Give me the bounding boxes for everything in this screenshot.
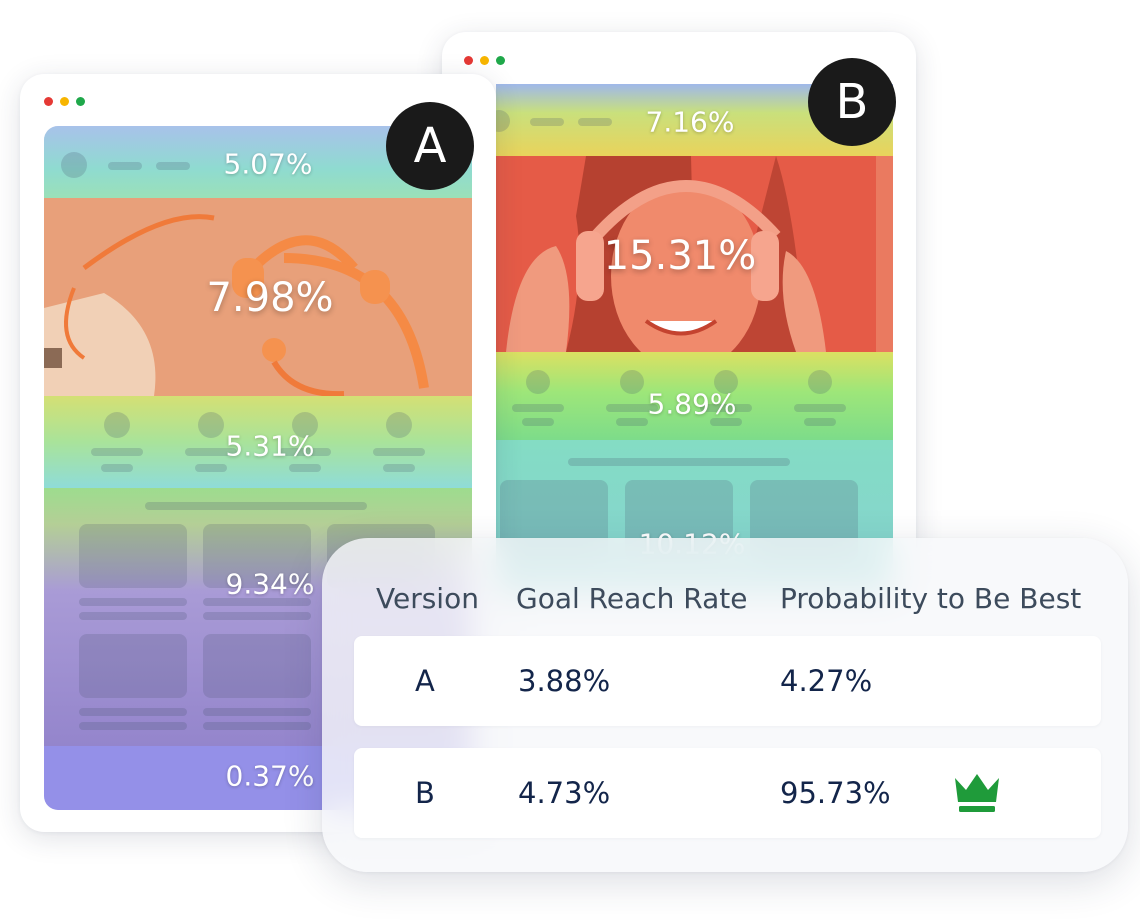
table-row-a: A 3.88% 4.27%	[354, 636, 1101, 726]
heatmap-zone-features: 5.89%	[496, 352, 893, 440]
zone-rate: 5.31%	[225, 429, 315, 463]
results-table: Version Goal Reach Rate Probability to B…	[322, 538, 1128, 872]
text-placeholder	[289, 464, 321, 472]
zone-rate: 7.98%	[206, 275, 334, 321]
heatmap-zone-features: 5.31%	[44, 396, 472, 488]
nav-placeholder	[530, 118, 564, 126]
variant-a-badge: A	[386, 102, 474, 190]
cell-goal-reach-rate: 4.73%	[518, 776, 611, 810]
column-header-goal-reach-rate: Goal Reach Rate	[516, 582, 748, 615]
text-placeholder	[79, 708, 187, 716]
text-placeholder	[383, 464, 415, 472]
feature-icon-placeholder	[104, 412, 130, 438]
text-placeholder	[203, 612, 311, 620]
heatmap-zone-hero: 15.31%	[496, 156, 893, 352]
text-placeholder	[606, 404, 658, 412]
text-placeholder	[203, 598, 311, 606]
column-header-version: Version	[376, 582, 479, 615]
product-card-placeholder	[79, 634, 187, 698]
headphones-woman-image	[496, 156, 893, 352]
variant-b-heatmap: 7.16% 15.31%	[496, 84, 893, 592]
cell-probability: 95.73%	[780, 776, 891, 810]
cell-version: B	[415, 776, 435, 810]
text-placeholder	[185, 448, 237, 456]
feature-icon-placeholder	[808, 370, 832, 394]
maximize-dot-icon	[76, 97, 85, 106]
text-placeholder	[203, 708, 311, 716]
close-dot-icon	[464, 56, 473, 65]
window-controls	[44, 97, 85, 106]
text-placeholder	[203, 722, 311, 730]
zone-rate: 9.34%	[225, 567, 315, 601]
zone-rate: 5.89%	[647, 387, 737, 421]
feature-icon-placeholder	[526, 370, 550, 394]
product-card-placeholder	[203, 524, 311, 588]
text-placeholder	[522, 418, 554, 426]
text-placeholder	[79, 722, 187, 730]
section-title-placeholder	[568, 458, 790, 466]
zone-rate: 0.37%	[225, 759, 315, 793]
table-row-b: B 4.73% 95.73%	[354, 748, 1101, 838]
close-dot-icon	[44, 97, 53, 106]
nav-placeholder	[108, 162, 142, 170]
text-placeholder	[279, 448, 331, 456]
cell-probability: 4.27%	[780, 664, 873, 698]
text-placeholder	[700, 404, 752, 412]
feature-icon-placeholder	[292, 412, 318, 438]
headphones-product-image	[44, 198, 472, 396]
nav-placeholder	[156, 162, 190, 170]
column-header-probability: Probability to Be Best	[780, 582, 1082, 615]
text-placeholder	[794, 404, 846, 412]
text-placeholder	[79, 598, 187, 606]
logo-placeholder	[496, 110, 510, 132]
cell-goal-reach-rate: 3.88%	[518, 664, 611, 698]
text-placeholder	[91, 448, 143, 456]
text-placeholder	[79, 612, 187, 620]
nav-placeholder	[578, 118, 612, 126]
zone-rate: 7.16%	[645, 105, 735, 139]
text-placeholder	[804, 418, 836, 426]
text-placeholder	[710, 418, 742, 426]
cell-version: A	[415, 664, 435, 698]
text-placeholder	[101, 464, 133, 472]
feature-icon-placeholder	[386, 412, 412, 438]
feature-icon-placeholder	[714, 370, 738, 394]
zone-rate: 15.31%	[603, 233, 757, 279]
zone-rate: 5.07%	[223, 147, 313, 181]
crown-icon	[955, 774, 999, 812]
text-placeholder	[195, 464, 227, 472]
feature-icon-placeholder	[620, 370, 644, 394]
minimize-dot-icon	[480, 56, 489, 65]
product-card-placeholder	[203, 634, 311, 698]
maximize-dot-icon	[496, 56, 505, 65]
variant-b-badge: B	[808, 58, 896, 146]
minimize-dot-icon	[60, 97, 69, 106]
window-controls	[464, 56, 505, 65]
section-title-placeholder	[145, 502, 367, 510]
text-placeholder	[512, 404, 564, 412]
text-placeholder	[373, 448, 425, 456]
logo-placeholder	[61, 152, 87, 178]
heatmap-zone-hero: 7.98%	[44, 198, 472, 396]
text-placeholder	[616, 418, 648, 426]
product-card-placeholder	[79, 524, 187, 588]
feature-icon-placeholder	[198, 412, 224, 438]
